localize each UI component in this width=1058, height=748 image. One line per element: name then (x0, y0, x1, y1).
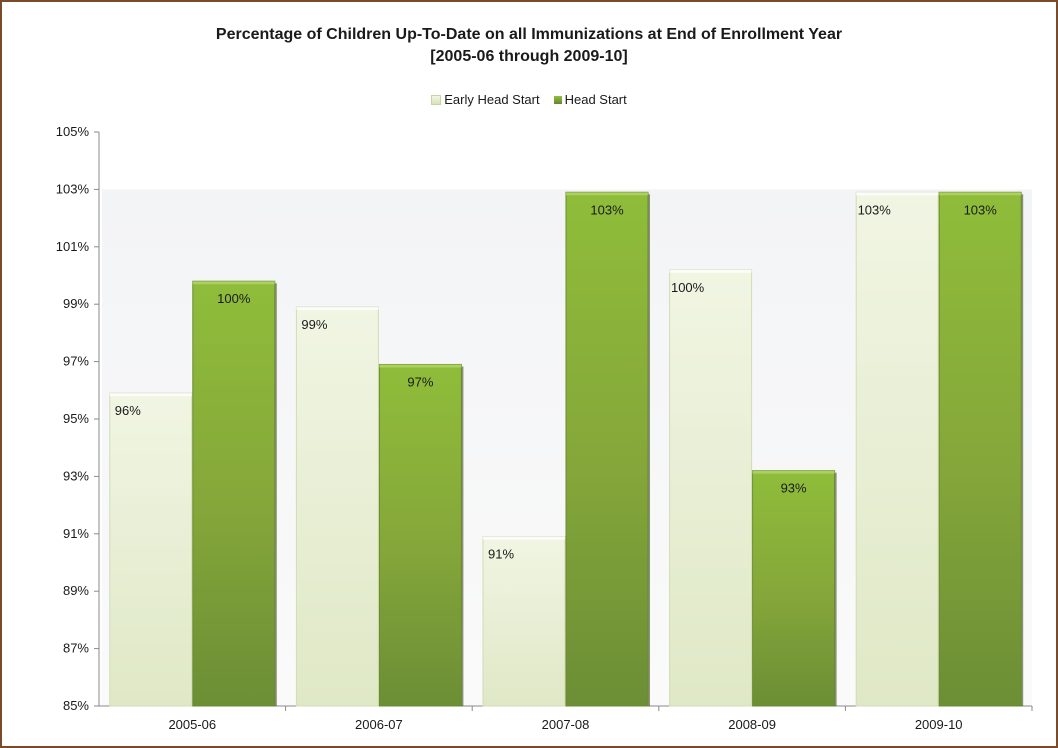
data-label: 100% (217, 291, 251, 306)
bar-top-highlight (483, 536, 565, 540)
y-tick-label: 85% (63, 698, 89, 713)
x-tick-label: 2009-10 (915, 717, 963, 732)
legend-item-early-head-start: Early Head Start (431, 92, 540, 107)
bar-top-highlight (939, 192, 1022, 196)
bar-early-head-start (855, 191, 939, 707)
bar-top-highlight (566, 192, 648, 196)
x-tick-label: 2008-09 (728, 717, 776, 732)
data-label: 103% (590, 202, 624, 217)
bar-top-highlight (752, 470, 835, 474)
chart-subtitle: [2005-06 through 2009-10] (430, 48, 628, 65)
data-label: 91% (488, 547, 514, 562)
bar-top-highlight (669, 269, 752, 273)
y-tick-label: 95% (63, 411, 89, 426)
chart-title: Percentage of Children Up-To-Date on all… (215, 26, 843, 43)
chart-legend: Early Head Start Head Start (2, 92, 1056, 107)
x-tick-label: 2006-07 (355, 717, 403, 732)
x-tick-label: 2007-08 (542, 717, 590, 732)
chart-title-block: Percentage of Children Up-To-Date on all… (2, 24, 1056, 68)
y-tick-label: 91% (63, 526, 89, 541)
bar-early-head-start (669, 269, 753, 707)
bar-top-highlight (856, 192, 939, 196)
data-label: 96% (115, 403, 141, 418)
data-label: 100% (671, 280, 705, 295)
legend-swatch-head-start (553, 95, 562, 104)
data-label: 99% (301, 317, 327, 332)
y-tick-label: 93% (63, 468, 89, 483)
bar-top-highlight (296, 307, 379, 311)
y-tick-label: 99% (63, 296, 89, 311)
bar-early-head-start (109, 392, 193, 707)
data-label: 103% (964, 202, 998, 217)
bar-head-start (938, 191, 1022, 707)
data-label: 103% (858, 202, 892, 217)
bar-top-highlight (192, 281, 275, 285)
bar-head-start (192, 280, 276, 707)
legend-label-head-start: Head Start (564, 92, 627, 107)
bar-head-start (565, 191, 649, 707)
bar-top-highlight (379, 364, 462, 368)
y-tick-label: 105% (56, 124, 90, 139)
y-tick-label: 89% (63, 583, 89, 598)
bar-head-start (752, 470, 836, 707)
y-tick-label: 103% (56, 181, 90, 196)
legend-label-early-head-start: Early Head Start (444, 92, 540, 107)
data-label: 93% (781, 481, 807, 496)
bar-head-start (378, 363, 462, 707)
bar-early-head-start (482, 536, 566, 707)
legend-swatch-early-head-start (431, 94, 442, 105)
data-label: 97% (407, 374, 433, 389)
y-tick-label: 87% (63, 641, 89, 656)
bar-early-head-start (295, 306, 379, 707)
bar-top-highlight (109, 393, 192, 397)
x-tick-label: 2005-06 (168, 717, 216, 732)
y-tick-label: 97% (63, 354, 89, 369)
legend-item-head-start: Head Start (553, 92, 627, 107)
y-tick-label: 101% (56, 239, 90, 254)
